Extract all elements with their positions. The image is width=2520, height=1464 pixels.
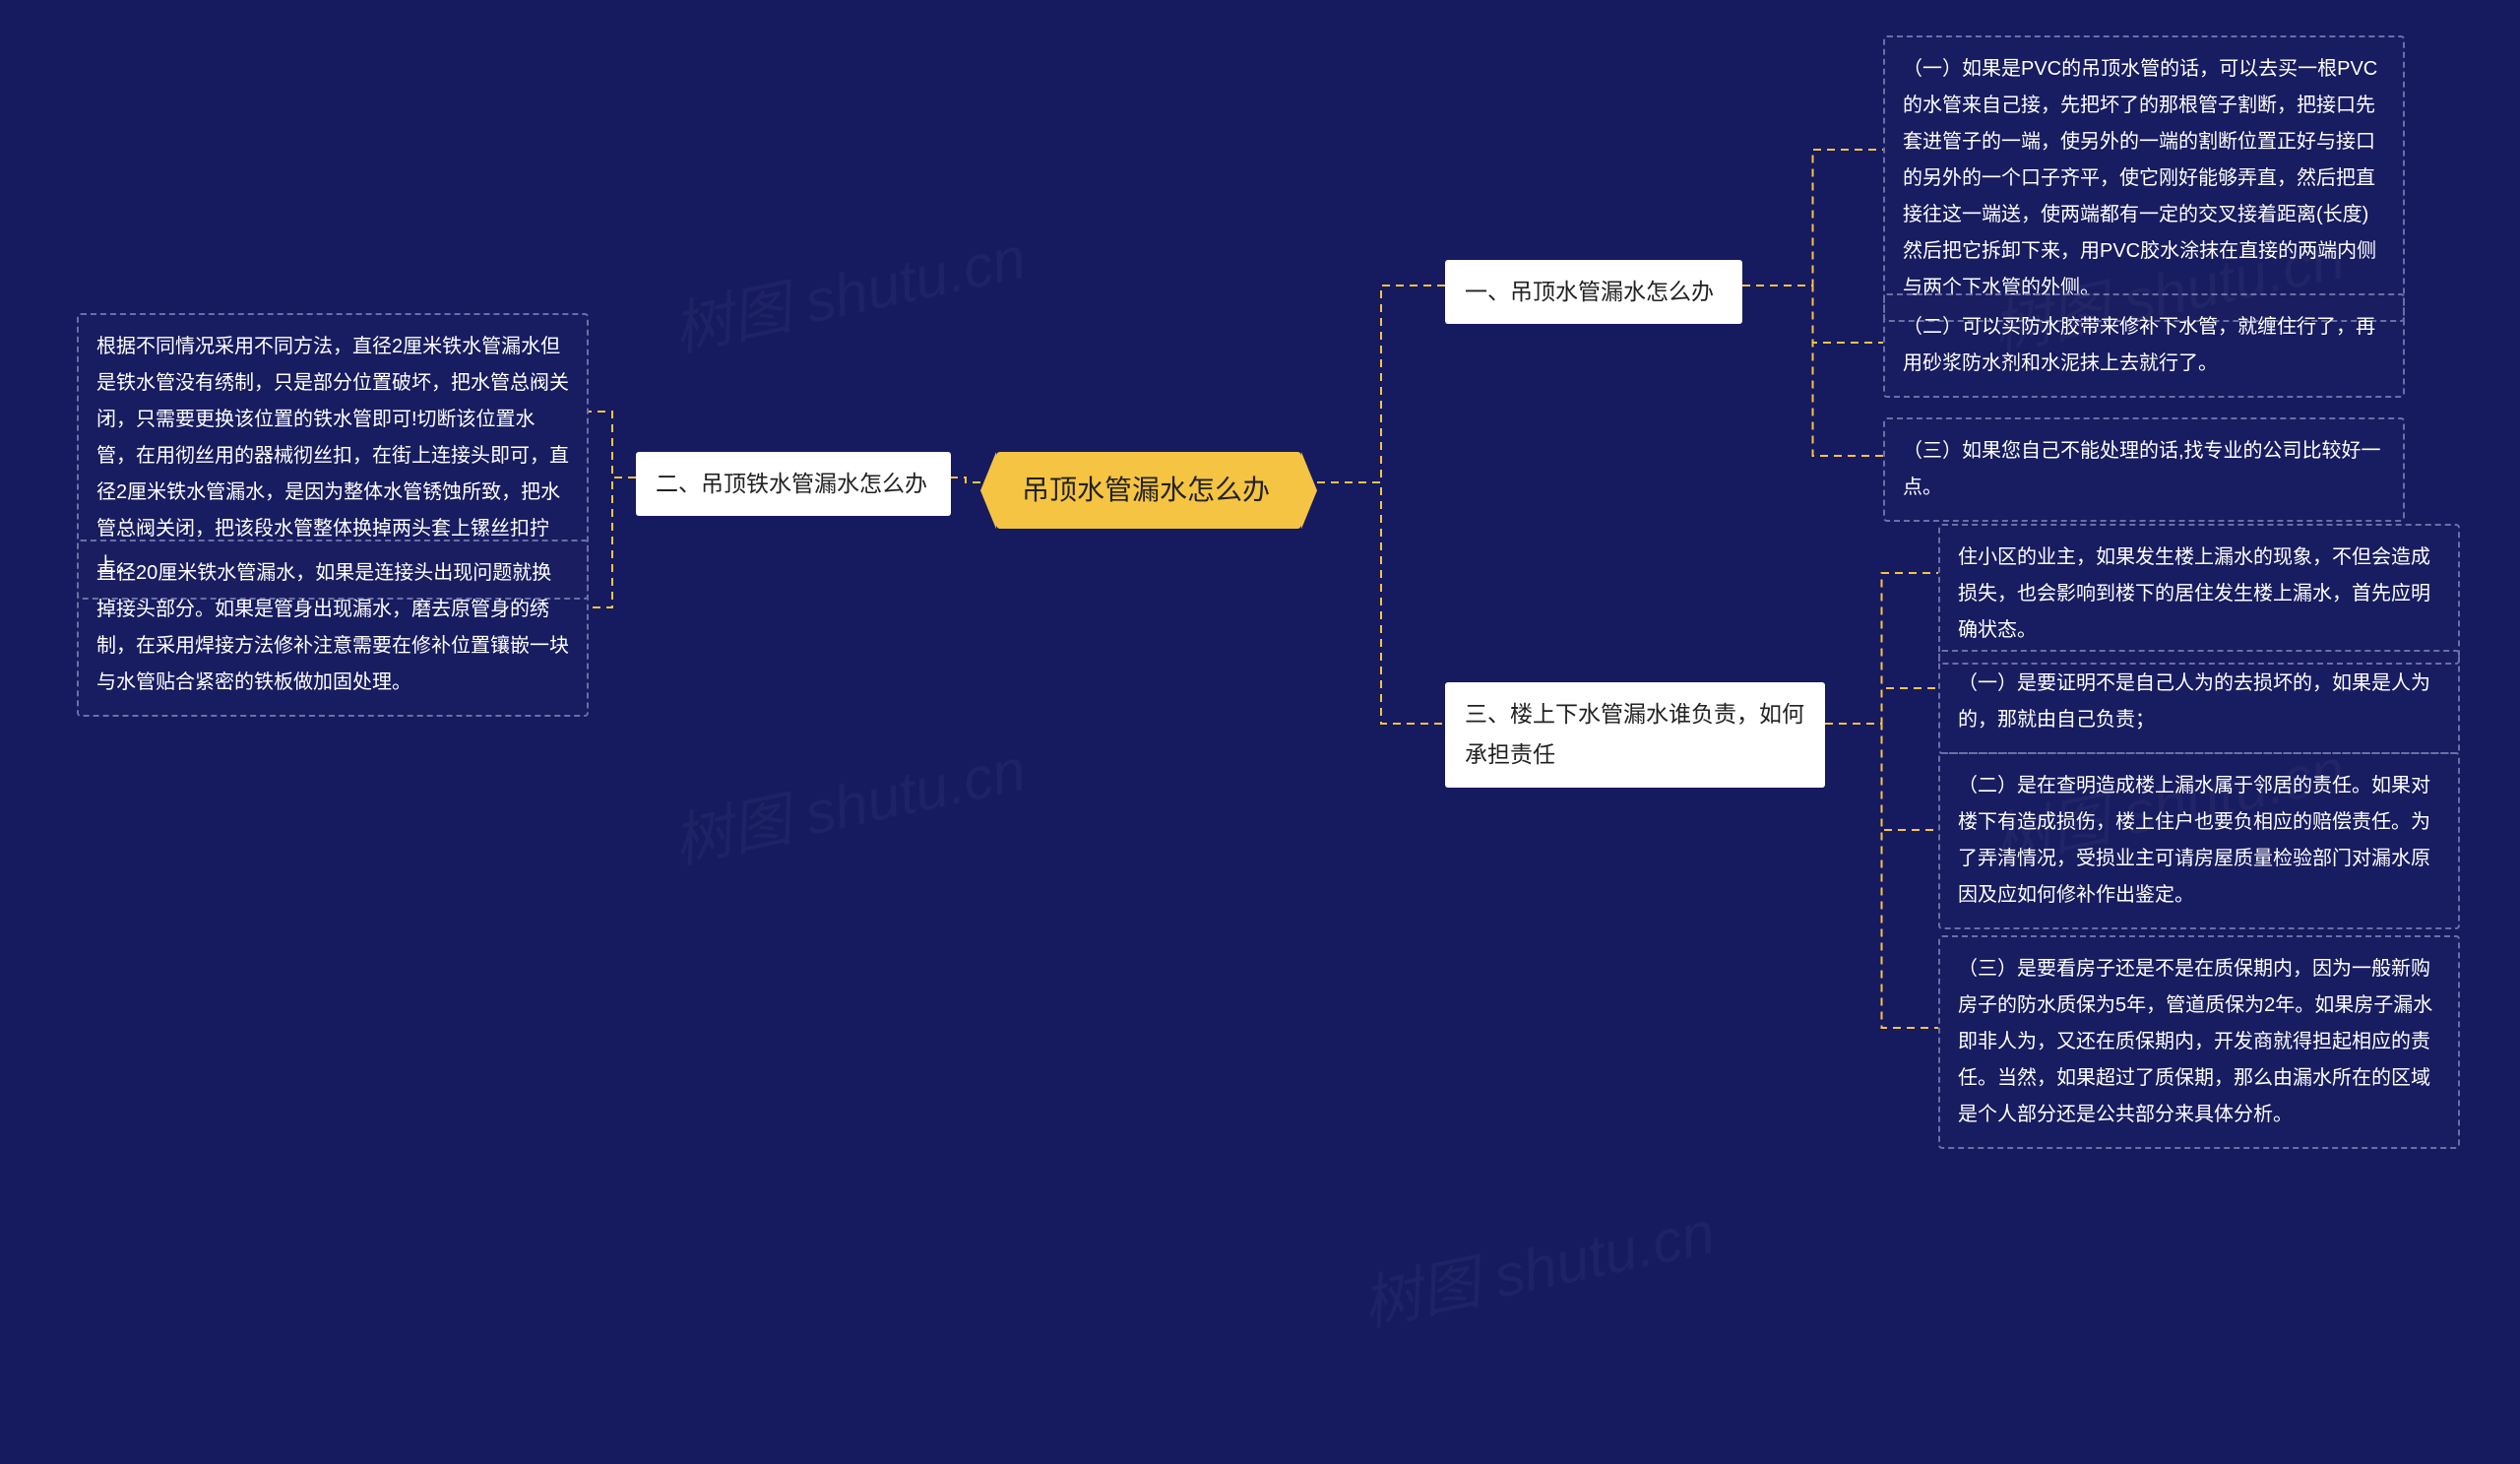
leaf-l3b: （一）是要证明不是自己人为的去损坏的，如果是人为的，那就由自己负责；: [1938, 650, 2460, 754]
leaf-l1b: （二）可以买防水胶带来修补下水管，就缠住行了，再用砂浆防水剂和水泥抹上去就行了。: [1883, 293, 2405, 398]
watermark: 树图 shutu.cn: [664, 722, 1033, 880]
leaf-l1c: （三）如果您自己不能处理的话,找专业的公司比较好一点。: [1883, 417, 2405, 522]
leaf-l3a: 住小区的业主，如果发生楼上漏水的现象，不但会造成损失，也会影响到楼下的居住发生楼…: [1938, 524, 2460, 665]
leaf-l3d: （三）是要看房子还是不是在质保期内，因为一般新购房子的防水质保为5年，管道质保为…: [1938, 935, 2460, 1149]
leaf-l3c: （二）是在查明造成楼上漏水属于邻居的责任。如果对楼下有造成损伤，楼上住户也要负相…: [1938, 752, 2460, 929]
branch-b2: 二、吊顶铁水管漏水怎么办: [636, 452, 951, 516]
branch-b3: 三、楼上下水管漏水谁负责，如何承担责任: [1445, 682, 1825, 788]
watermark: 树图 shutu.cn: [1354, 1184, 1722, 1343]
center-topic: 吊顶水管漏水怎么办: [996, 452, 1301, 529]
branch-b1: 一、吊顶水管漏水怎么办: [1445, 260, 1742, 324]
watermark: 树图 shutu.cn: [664, 210, 1033, 368]
leaf-l1a: （一）如果是PVC的吊顶水管的话，可以去买一根PVC的水管来自己接，先把坏了的那…: [1883, 35, 2405, 322]
leaf-l2b: 直径20厘米铁水管漏水，如果是连接头出现问题就换掉接头部分。如果是管身出现漏水，…: [77, 540, 589, 717]
